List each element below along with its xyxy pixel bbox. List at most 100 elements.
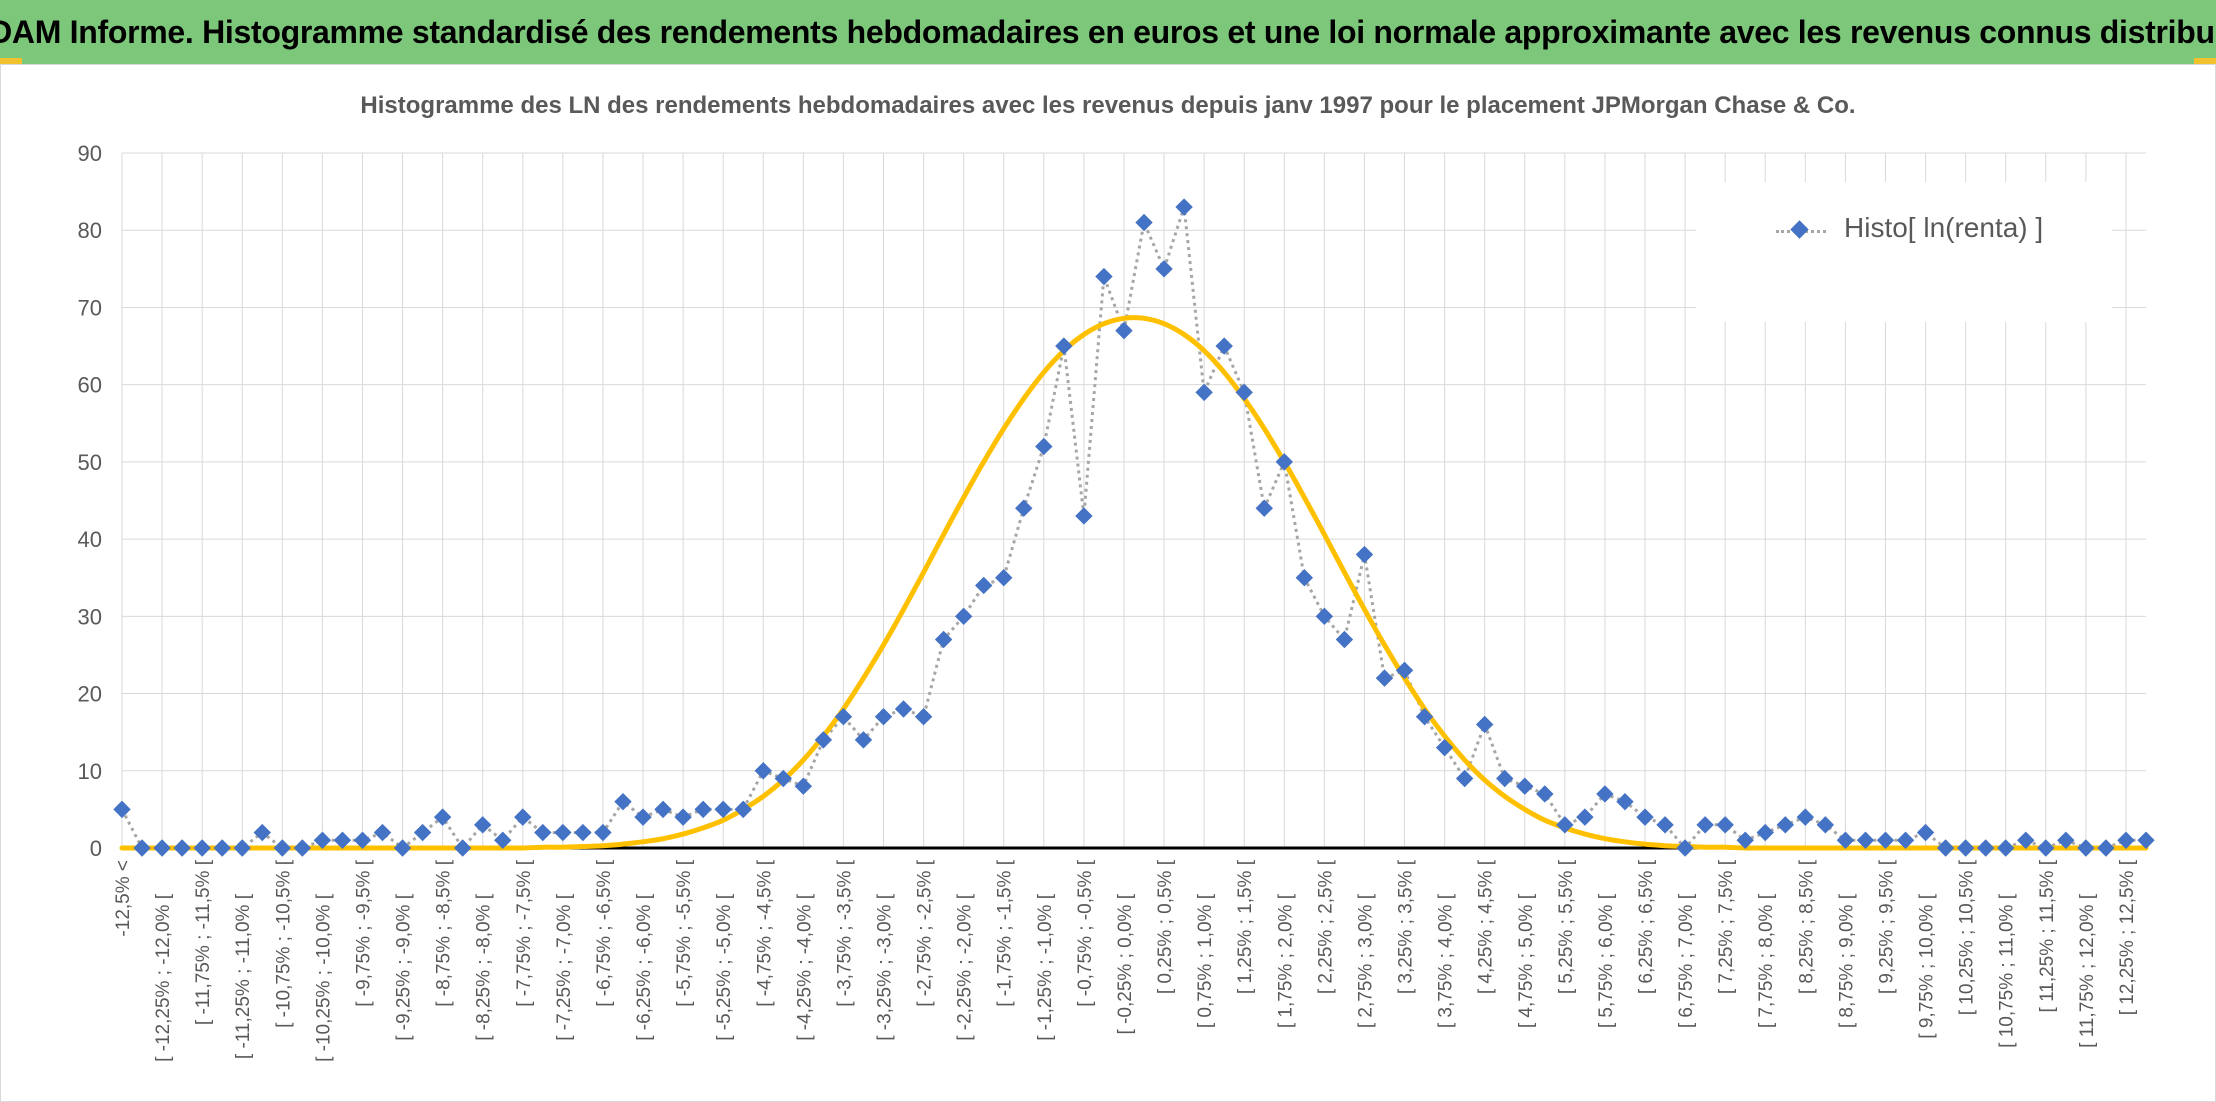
histogram-point bbox=[834, 708, 853, 726]
x-tick-label: [ -8,25% ; -8,0% [ bbox=[474, 893, 495, 1041]
x-tick-label: [ 9,75% ; 10,0% [ bbox=[1917, 893, 1938, 1038]
histogram-point bbox=[333, 831, 352, 849]
histogram-point bbox=[1716, 816, 1734, 834]
x-tick-label: [ -7,25% ; -7,0% [ bbox=[554, 893, 575, 1041]
histogram-point bbox=[413, 823, 432, 842]
y-tick-label: 0 bbox=[90, 836, 102, 861]
x-tick-label: [ -0,25% ; 0,0% [ bbox=[1115, 893, 1136, 1034]
histogram-point bbox=[574, 823, 592, 842]
histogram-point bbox=[1916, 823, 1935, 842]
histogram-point bbox=[1836, 831, 1855, 849]
y-tick-label: 80 bbox=[78, 218, 102, 243]
histogram-point bbox=[1736, 831, 1754, 849]
histogram-point bbox=[273, 839, 292, 857]
histogram-point bbox=[1896, 831, 1915, 849]
histogram-point bbox=[1415, 708, 1434, 726]
histogram-point bbox=[453, 839, 472, 857]
legend-label: Histo[ ln(renta) ] bbox=[1844, 212, 2044, 243]
histogram-point bbox=[694, 800, 712, 819]
x-tick-label: -12,5% < bbox=[113, 860, 134, 937]
histogram-point bbox=[113, 800, 131, 819]
histogram-point bbox=[634, 808, 652, 826]
histogram-point bbox=[153, 839, 171, 857]
x-tick-label: [ 8,75% ; 9,0% [ bbox=[1836, 893, 1857, 1028]
x-tick-label: [ 5,25% ; 5,5% [ bbox=[1556, 859, 1577, 994]
corner-accent-left bbox=[0, 58, 22, 64]
x-tick-label: [ 4,75% ; 5,0% [ bbox=[1516, 893, 1537, 1028]
corner-accent-right bbox=[2194, 58, 2216, 64]
histogram-point bbox=[1155, 260, 1173, 278]
legend-diamond-icon bbox=[1790, 220, 1809, 239]
histogram-point bbox=[894, 700, 913, 718]
histogram-point bbox=[313, 831, 332, 849]
x-tick-label: [ -8,75% ; -8,5% [ bbox=[434, 859, 455, 1007]
x-tick-label: [ 9,25% ; 9,5% [ bbox=[1877, 859, 1898, 994]
x-tick-label: [ 10,25% ; 10,5% [ bbox=[1957, 859, 1978, 1015]
histogram-point bbox=[1976, 839, 1995, 857]
x-tick-label: [ 11,25% ; 11,5% [ bbox=[2037, 859, 2058, 1012]
x-tick-label: [ 5,75% ; 6,0% [ bbox=[1596, 893, 1617, 1028]
y-tick-label: 60 bbox=[78, 373, 102, 398]
x-tick-label: [ -3,75% ; -3,5% [ bbox=[834, 859, 855, 1007]
histogram-point bbox=[534, 823, 552, 842]
y-tick-label: 50 bbox=[78, 450, 102, 475]
histogram-point bbox=[2037, 839, 2055, 857]
histogram-point bbox=[1856, 831, 1875, 849]
x-tick-label: [ 1,25% ; 1,5% [ bbox=[1235, 859, 1256, 994]
histogram-point bbox=[1616, 792, 1634, 811]
histogram-point bbox=[1776, 816, 1794, 834]
histogram-point bbox=[1075, 507, 1093, 525]
histogram-point bbox=[2117, 831, 2135, 849]
histogram-point bbox=[854, 731, 873, 749]
histogram-point bbox=[1015, 499, 1033, 517]
x-tick-label: [ -4,75% ; -4,5% [ bbox=[754, 859, 775, 1007]
histogram-point bbox=[1475, 715, 1494, 734]
histogram-point bbox=[1295, 569, 1314, 587]
x-tick-label: [ -4,25% ; -4,0% [ bbox=[794, 893, 815, 1041]
x-tick-label: [ -11,25% ; -11,0% [ bbox=[233, 893, 254, 1059]
histogram-point bbox=[2097, 839, 2115, 857]
histogram-point bbox=[934, 630, 953, 649]
x-tick-label: [ 1,75% ; 2,0% [ bbox=[1275, 893, 1296, 1028]
histogram-point bbox=[193, 839, 211, 857]
histogram-point bbox=[1315, 607, 1334, 626]
histogram-point bbox=[393, 839, 412, 857]
legend[interactable]: Histo[ ln(renta) ] bbox=[1696, 182, 2112, 322]
histogram-point bbox=[1235, 383, 1253, 402]
histogram-point bbox=[914, 708, 933, 726]
x-tick-label: [ -5,25% ; -5,0% [ bbox=[714, 893, 735, 1041]
x-tick-label: [ 0,75% ; 1,0% [ bbox=[1195, 893, 1216, 1028]
histogram-point bbox=[1997, 839, 2015, 857]
x-tick-label: [ -9,25% ; -9,0% [ bbox=[394, 893, 415, 1041]
x-tick-label: [ 4,25% ; 4,5% [ bbox=[1476, 859, 1497, 994]
histogram-point bbox=[874, 708, 893, 726]
normal-curve bbox=[119, 315, 2149, 851]
x-tick-label: [ -6,25% ; -6,0% [ bbox=[634, 893, 655, 1041]
histogram-point bbox=[474, 816, 492, 834]
histogram-point bbox=[954, 607, 973, 626]
y-tick-label: 90 bbox=[78, 141, 102, 166]
x-tick-label: [ -7,75% ; -7,5% [ bbox=[514, 859, 535, 1007]
x-tick-label: [ 6,75% ; 7,0% [ bbox=[1676, 893, 1697, 1028]
histogram-point bbox=[233, 839, 251, 857]
y-tick-label: 70 bbox=[78, 295, 102, 320]
histogram-point bbox=[1696, 816, 1714, 834]
histogram-point bbox=[1455, 769, 1474, 788]
histogram-point bbox=[1556, 816, 1574, 834]
histogram-point bbox=[253, 823, 271, 842]
banner-title: ADAM Informe. Histogramme standardisé de… bbox=[0, 13, 2216, 50]
x-tick-label: [ -10,75% ; -10,5% [ bbox=[273, 859, 294, 1028]
histogram-point bbox=[2057, 831, 2075, 849]
x-tick-label: [ -9,75% ; -9,5% [ bbox=[354, 859, 375, 1007]
histogram-point bbox=[353, 831, 372, 849]
histogram-point bbox=[1115, 321, 1133, 340]
histogram-point bbox=[674, 808, 692, 826]
histogram-point bbox=[995, 569, 1013, 587]
histogram-point bbox=[373, 823, 392, 842]
x-tick-label: [ -2,75% ; -2,5% [ bbox=[915, 859, 936, 1007]
histogram-point bbox=[293, 839, 312, 857]
histogram-point bbox=[1956, 839, 1975, 857]
chart-title: Histogramme des LN des rendements hebdom… bbox=[360, 92, 1856, 119]
y-axis-ticks: 0 10 20 30 40 50 60 70 80 90 bbox=[78, 141, 102, 861]
